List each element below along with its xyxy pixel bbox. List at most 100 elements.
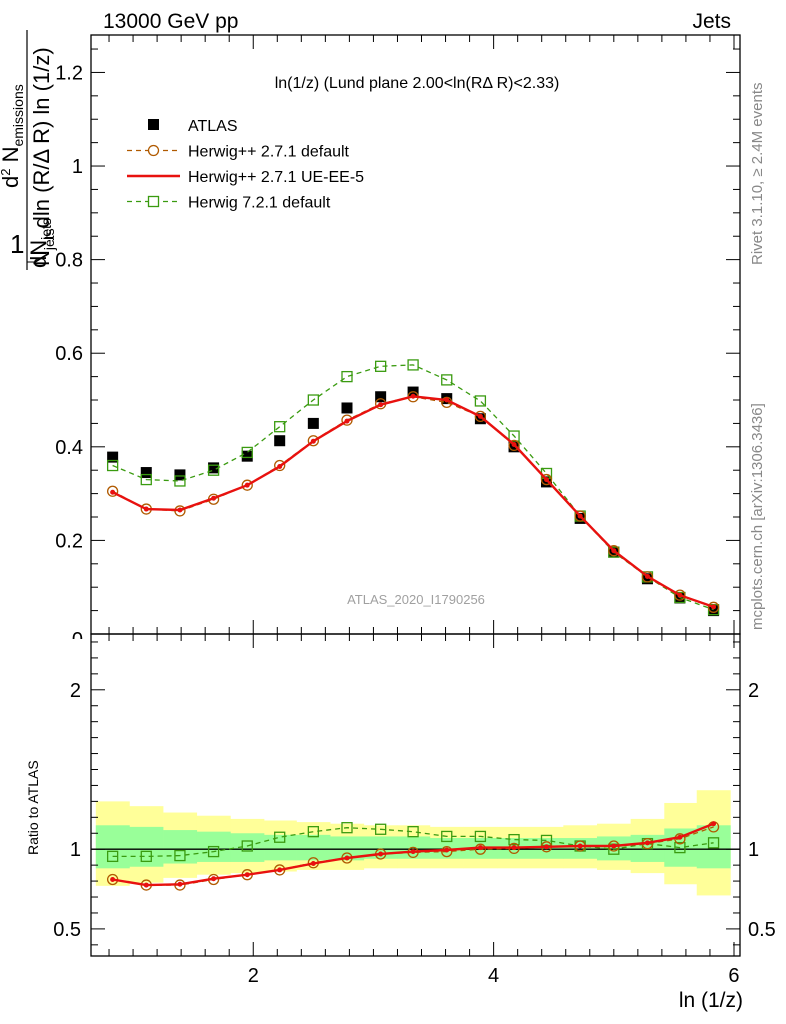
main-series-2-line <box>112 395 714 609</box>
main-series-2-point <box>344 418 350 424</box>
ratio-series-2-line <box>112 827 714 858</box>
ratio-plot: 0.5 0.5 1 1 2 2 2 4 6 Ratio to ATLAS ln (1/z) <box>25 633 776 1012</box>
main-series-3-point <box>274 421 286 433</box>
main-series-3-point <box>341 370 353 383</box>
ratio-series-1-point <box>310 861 316 867</box>
main-series-2-point <box>143 506 149 512</box>
main-y-tick-label: 0.8 <box>55 250 83 272</box>
main-y-axis-label: 1 dNjets d2 Nemissions Njetsdln (R/Δ R) … <box>0 30 57 270</box>
main-series-1-point <box>274 459 286 472</box>
main-y-tick-label: 0.2 <box>55 530 83 552</box>
ratio-y-axis-label: Ratio to ATLAS <box>25 760 41 855</box>
main-series-3-point <box>374 360 387 372</box>
ratio-band-inner <box>330 836 365 861</box>
main-series-0-point <box>208 462 220 474</box>
legend-entry: Herwig++ 2.7.1 default <box>127 144 350 161</box>
x-tick-label: 4 <box>488 965 499 987</box>
ratio-band-inner <box>129 826 164 867</box>
ratio-series-0-point <box>441 845 453 858</box>
main-series-0-point <box>107 451 119 463</box>
main-series-2-point <box>611 548 617 554</box>
main-series-2-point <box>378 402 384 408</box>
legend-label: Herwig++ 2.7.1 default <box>188 144 350 161</box>
ratio-series-2-point <box>374 823 387 835</box>
rivet-info: Rivet 3.1.10, ≥ 2.4M events <box>749 83 766 266</box>
main-series-3-point <box>174 475 186 487</box>
ratio-series-1-point <box>143 882 149 888</box>
ratio-series-2-point <box>707 837 720 849</box>
main-series-2-point <box>410 393 416 399</box>
main-series-2-point <box>211 495 217 501</box>
ratio-series-2-point <box>174 849 186 862</box>
main-series-2-point <box>277 463 283 469</box>
ratio-y-tick-label: 1 <box>70 839 81 861</box>
main-series-0-point <box>140 467 152 479</box>
main-series-1-point <box>474 410 487 423</box>
ratio-series-1-point <box>511 845 517 851</box>
ratio-series-1-point <box>378 851 384 857</box>
main-y-tick-label-zero: 0 <box>72 629 83 651</box>
ratio-series-2-point <box>508 833 520 846</box>
ratio-series-2-point <box>474 830 487 843</box>
main-series-1-point <box>574 510 586 522</box>
main-series-1-point <box>641 571 654 583</box>
main-series-0-point <box>307 417 319 429</box>
main-series-1-point <box>341 414 353 426</box>
main-series-1-point <box>106 485 119 497</box>
main-series-2-point <box>644 573 650 579</box>
x-tick-label: 6 <box>728 965 739 987</box>
main-series-1-point <box>508 439 520 452</box>
ratio-series-1-point <box>644 840 650 846</box>
main-series-2-point <box>477 413 483 419</box>
ratio-band-inner <box>296 834 331 861</box>
legend-entry: ATLAS <box>148 118 238 135</box>
main-series-2-point <box>577 513 583 519</box>
main-series-1-point <box>540 473 553 486</box>
ratio-series-1-point <box>477 845 483 851</box>
main-series-0-point <box>174 469 186 481</box>
ratio-y-tick-label-right: 0.5 <box>748 919 776 941</box>
ratio-series-1-point <box>611 843 617 849</box>
main-series-2-point <box>677 592 683 598</box>
main-series-3-point <box>407 359 419 371</box>
ratio-series-1-point <box>410 849 416 855</box>
watermark: ATLAS_2020_I1790256 <box>347 592 485 607</box>
ylabel-numerator: dNjets <box>26 218 54 268</box>
ratio-series-1-point <box>677 834 683 840</box>
main-plot: 0.2 0.4 0.6 0.8 1 1.2 0 ln(1/z) (Lund plane 2.… <box>55 34 741 651</box>
main-series-1-point <box>674 589 686 601</box>
ratio-series-2-point <box>441 830 453 843</box>
ratio-band-inner <box>264 834 297 861</box>
main-series-2-point <box>177 507 183 513</box>
ratio-series-1-point <box>110 876 116 882</box>
main-series-3-point <box>106 459 119 472</box>
legend-label: ATLAS <box>188 118 238 135</box>
main-series-2-point <box>310 438 316 444</box>
ratio-series-2-point <box>274 831 286 843</box>
process-label: Jets <box>692 10 731 33</box>
ratio-series-1-point <box>344 855 350 861</box>
main-series-1-point <box>707 601 720 613</box>
main-series-3-point <box>441 374 453 386</box>
ylabel-top: d2 Nemissions <box>0 84 26 188</box>
main-y-tick-label: 1.2 <box>55 62 83 84</box>
ratio-plot-frame <box>90 633 741 957</box>
main-series-3-point <box>207 464 220 476</box>
main-series-3-point <box>241 446 253 459</box>
ylabel-bottom: Njetsdln (R/Δ R) ln (1/z) <box>29 47 57 266</box>
ratio-series-1-point <box>277 867 283 873</box>
main-series-3-point <box>140 473 152 486</box>
ratio-series-2-point <box>407 826 419 838</box>
x-tick-label: 2 <box>248 965 259 987</box>
main-series-2-point <box>110 489 116 495</box>
ratio-series-2-point <box>140 850 152 863</box>
ratio-y-tick-label: 0.5 <box>53 919 81 941</box>
ratio-series-1-point <box>177 881 183 887</box>
ylabel-one: 1 <box>10 229 24 259</box>
legend-label: Herwig++ 2.7.1 UE-EE-5 <box>188 169 364 186</box>
main-series-2-point <box>244 482 250 488</box>
energy-label: 13000 GeV pp <box>103 10 238 33</box>
main-y-tick-label: 0.6 <box>55 343 83 365</box>
legend-label: Herwig 7.2.1 default <box>188 195 331 212</box>
